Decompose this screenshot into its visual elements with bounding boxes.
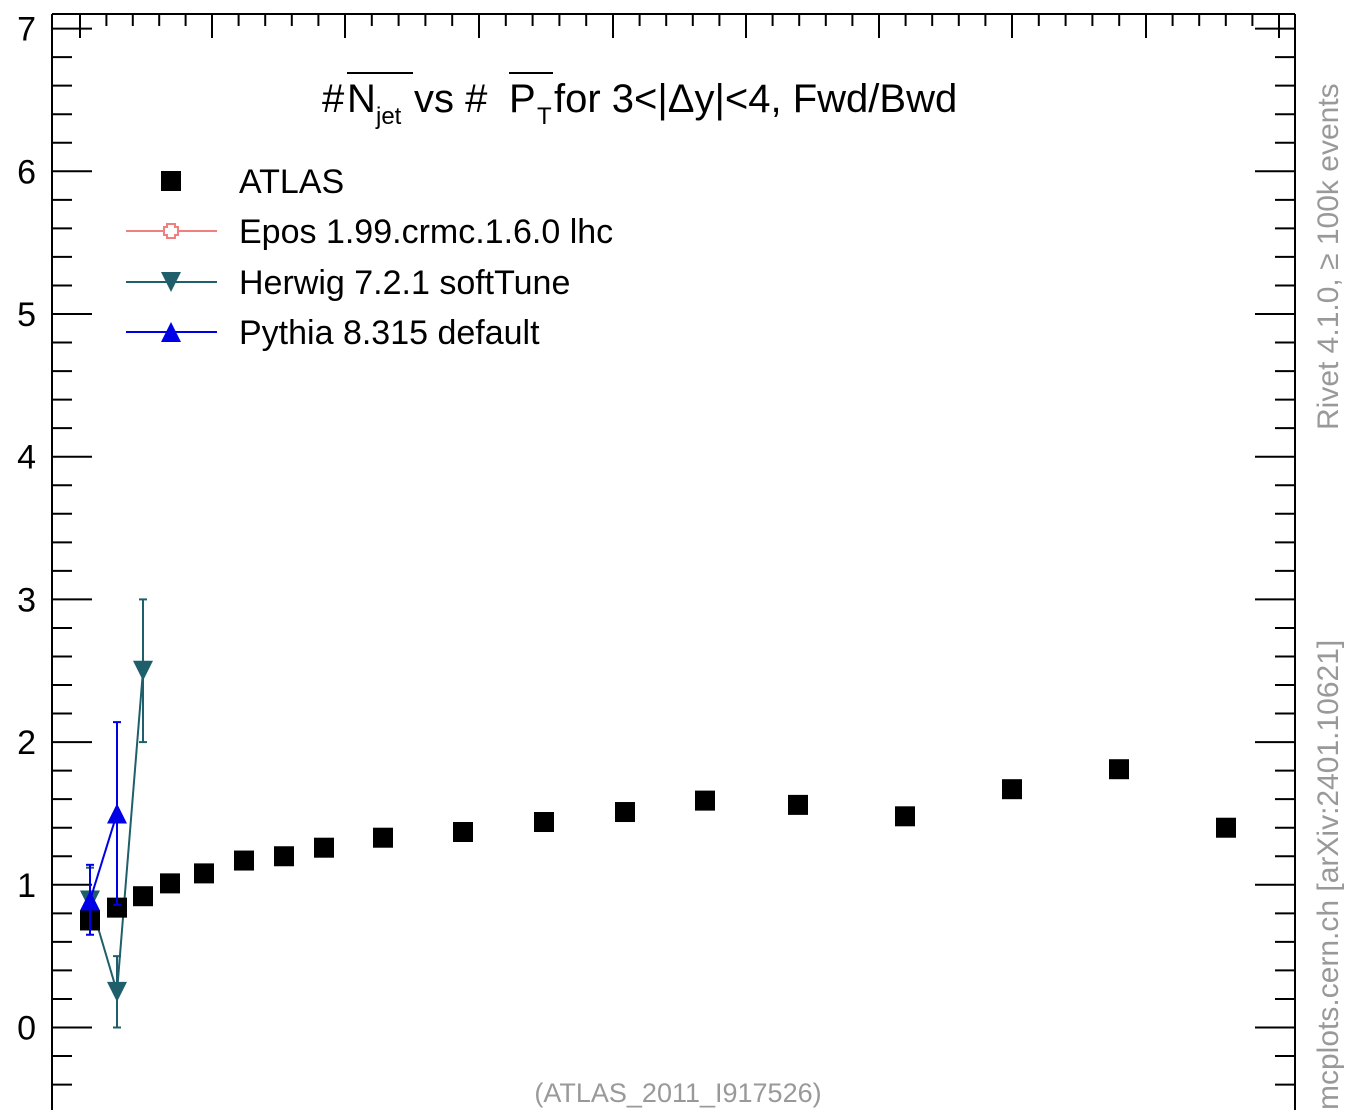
atlas-point (133, 886, 153, 907)
title-p-subscript: T (537, 103, 552, 130)
legend-marker-square (161, 171, 181, 191)
atlas-point (314, 837, 334, 858)
atlas-point (453, 822, 473, 843)
title-vs: vs # (414, 77, 488, 121)
legend-label-pythia: Pythia 8.315 default (239, 314, 540, 352)
pythia-line (89, 813, 118, 901)
y-tick-label: 3 (17, 581, 36, 619)
atlas-point (234, 850, 254, 871)
atlas-point (1002, 779, 1022, 800)
series-pythia (80, 721, 127, 936)
atlas-point (695, 790, 715, 811)
atlas-point (194, 863, 214, 884)
y-tick-label: 7 (17, 11, 36, 49)
mcplots-source-label: mcplots.cern.ch [arXiv:2401.10621] (1312, 640, 1345, 1110)
y-tick-label: 2 (17, 724, 36, 762)
atlas-point (274, 846, 294, 867)
legend-marker-triangle-down (161, 272, 181, 292)
title-n-subscript: jet (375, 103, 402, 130)
title-hash-1: # (322, 77, 345, 121)
y-tick-label: 1 (17, 867, 36, 905)
analysis-id-label: (ATLAS_2011_I917526) (534, 1078, 821, 1108)
x-axis-ticks (79, 14, 1280, 38)
title-p-symbol: P (509, 77, 536, 121)
y-axis-tick-labels: 0 1 2 3 4 5 6 7 (17, 11, 36, 1048)
pythia-point (107, 803, 127, 824)
atlas-point (895, 806, 915, 827)
atlas-point (107, 897, 127, 918)
atlas-point (615, 802, 635, 823)
atlas-point (788, 794, 808, 815)
rivet-version-label: Rivet 4.1.0, ≥ 100k events (1312, 83, 1345, 430)
pythia-point (80, 890, 100, 911)
herwig-point (133, 660, 153, 681)
legend-label-herwig: Herwig 7.2.1 softTune (239, 264, 570, 302)
data-series (80, 598, 1236, 1029)
atlas-point (1109, 759, 1129, 780)
atlas-point (1216, 817, 1236, 838)
y-axis-ticks (52, 27, 1295, 1086)
series-atlas (80, 759, 1236, 931)
title-n-symbol: N (347, 77, 376, 121)
atlas-point (534, 812, 554, 833)
legend-entry-atlas: ATLAS (161, 163, 344, 201)
y-tick-label: 6 (17, 153, 36, 191)
legend-entry-pythia: Pythia 8.315 default (126, 314, 540, 352)
legend-label-epos: Epos 1.99.crmc.1.6.0 lhc (239, 213, 613, 251)
y-tick-label: 4 (17, 439, 36, 477)
title-rest: for 3<|Δy|<4, Fwd/Bwd (554, 77, 957, 121)
chart-title: # N jet vs # P T for 3<|Δy|<4, Fwd/Bwd (322, 72, 957, 130)
legend: ATLAS Epos 1.99.crmc.1.6.0 lhc Herwig 7.… (126, 163, 613, 352)
legend-entry-herwig: Herwig 7.2.1 softTune (126, 264, 570, 302)
plot-frame (51, 13, 1296, 1110)
herwig-point (107, 981, 127, 1002)
atlas-point (373, 827, 393, 848)
y-tick-label: 5 (17, 296, 36, 334)
legend-marker-triangle-up (161, 322, 181, 342)
y-tick-label: 0 (17, 1010, 36, 1048)
legend-marker-open-cross (163, 223, 179, 239)
atlas-point (160, 873, 180, 894)
legend-entry-epos: Epos 1.99.crmc.1.6.0 lhc (126, 213, 613, 251)
legend-label-atlas: ATLAS (239, 163, 344, 201)
